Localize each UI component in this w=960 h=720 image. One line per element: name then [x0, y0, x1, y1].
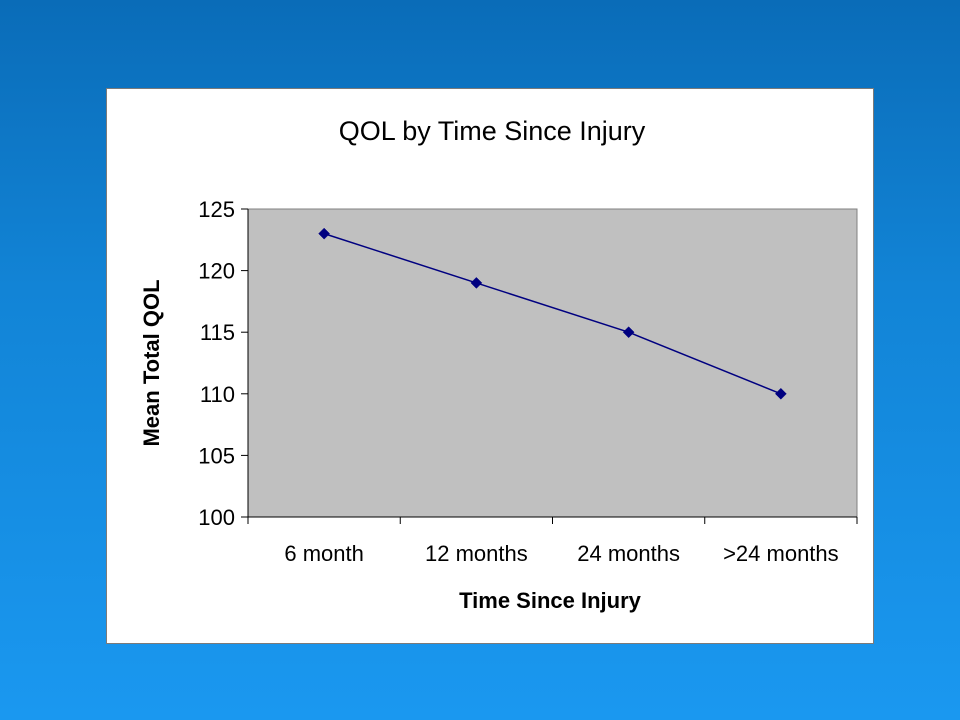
chart-title: QOL by Time Since Injury	[339, 116, 646, 146]
data-point-marker	[775, 387, 787, 400]
y-tick-label: 120	[198, 259, 235, 284]
chart-panel: QOL by Time Since Injury 100 105 110 115 120…	[106, 88, 874, 644]
y-tick-label: 110	[200, 382, 235, 407]
x-tick-label: 24 months	[577, 541, 680, 566]
series-line	[323, 232, 782, 395]
y-tick-label: 115	[200, 320, 235, 345]
y-axis-title: Mean Total QOL	[139, 279, 164, 446]
data-point-marker	[318, 227, 330, 240]
plot-area	[247, 208, 858, 518]
y-tick-label: 105	[198, 443, 235, 468]
data-point-marker	[470, 277, 483, 289]
x-axis-title: Time Since Injury	[459, 588, 642, 613]
y-tick-label: 100	[198, 505, 235, 530]
x-tick-label: 12 months	[425, 541, 528, 566]
line-chart: QOL by Time Since Injury 100 105 110 115 120…	[139, 116, 858, 613]
x-tick-label: >24 months	[723, 541, 839, 566]
data-point-marker	[622, 326, 635, 339]
x-axis: 6 month 12 months 24 months >24 months	[247, 517, 858, 566]
y-axis: 100 105 110 115 120 125	[198, 197, 248, 530]
y-tick-label: 125	[198, 197, 235, 222]
x-tick-label: 6 month	[284, 541, 364, 566]
data-series	[318, 227, 787, 400]
